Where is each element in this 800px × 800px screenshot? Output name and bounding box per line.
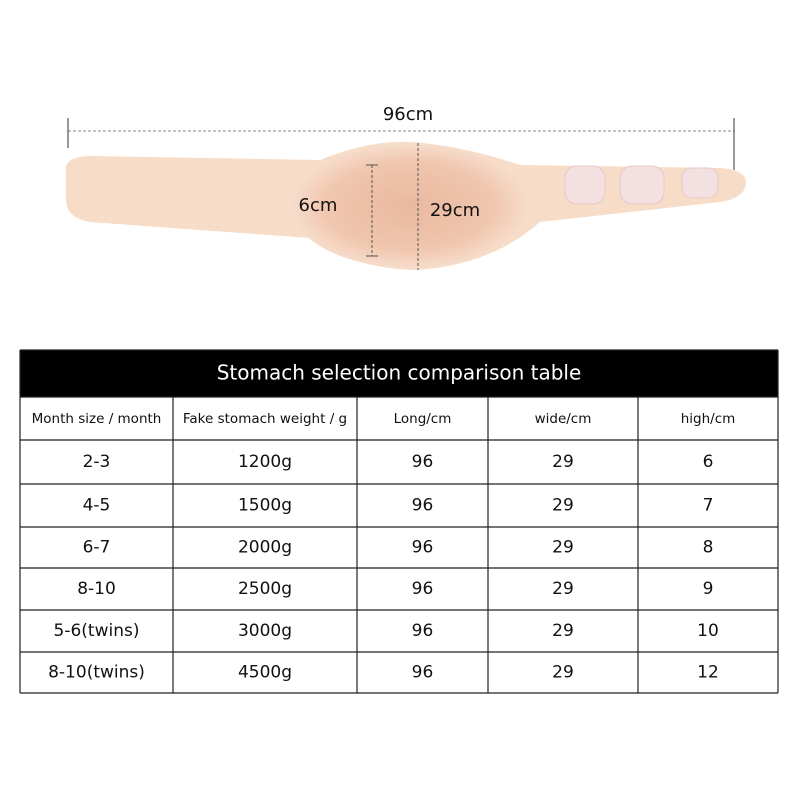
table-cell: 4-5 [83,496,111,516]
table-cell: 2000g [238,538,292,558]
table-header-cell: high/cm [681,411,736,427]
table-cell: 8 [703,538,714,558]
table-cell: 2-3 [83,452,111,472]
table-cell: 96 [412,496,434,516]
table-cell: 29 [552,621,574,641]
table-cell: 96 [412,538,434,558]
table-cell: 96 [412,663,434,683]
table-cell: 5-6(twins) [54,621,140,641]
belly [292,144,528,268]
table-cell: 7 [703,496,714,516]
table-cell: 96 [412,621,434,641]
table-header-cell: Fake stomach weight / g [183,411,347,427]
table-cell: 96 [412,579,434,599]
table-header-cell: Long/cm [394,411,452,427]
table-cell: 29 [552,496,574,516]
table-cell: 10 [697,621,719,641]
table-cell: 29 [552,538,574,558]
length-label: 96cm [383,104,433,125]
table-header-cell: wide/cm [535,411,592,427]
table-cell: 3000g [238,621,292,641]
table-cell: 2500g [238,579,292,599]
table-cell: 6-7 [83,538,111,558]
table-cell: 4500g [238,663,292,683]
table-cell: 96 [412,452,434,472]
table-cell: 8-10(twins) [48,663,145,683]
velcro [681,167,719,199]
height-label: 6cm [299,195,338,216]
table-cell: 12 [697,663,719,683]
table-cell: 9 [703,579,714,599]
table-cell: 1500g [238,496,292,516]
table-cell: 1200g [238,452,292,472]
comparison-table: Stomach selection comparison table Month… [19,349,779,694]
table-title-bar [20,350,778,397]
table-cell: 8-10 [77,579,116,599]
width-label: 29cm [430,200,480,221]
product-illustration: 96cm 6cm 29cm [65,104,747,270]
table-cell: 6 [703,452,714,472]
table-cell: 29 [552,579,574,599]
table-cell: 29 [552,663,574,683]
velcro [619,165,665,205]
velcro [564,165,606,205]
table-header-cell: Month size / month [32,411,162,427]
table-title: Stomach selection comparison table [217,361,582,385]
table-cell: 29 [552,452,574,472]
